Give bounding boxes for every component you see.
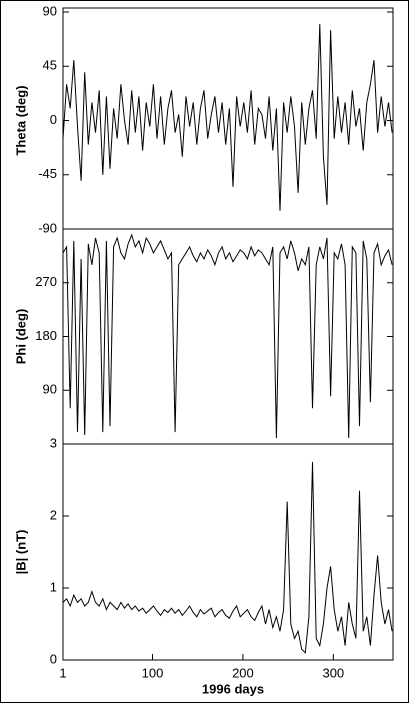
- y-axis-label: |B| (nT): [13, 530, 28, 575]
- data-line: [62, 461, 393, 654]
- y-axis-label: Theta (deg): [13, 85, 28, 155]
- y-tick-label: 90: [43, 382, 57, 397]
- x-tick-label: 1: [59, 665, 66, 680]
- data-line: [62, 24, 393, 211]
- x-tick-label: 200: [232, 665, 254, 680]
- y-tick-label: 3: [50, 435, 57, 450]
- y-tick-label: 2: [50, 507, 57, 522]
- y-tick-label: 90: [43, 3, 57, 18]
- x-tick-label: 100: [142, 665, 164, 680]
- y-tick-label: 0: [50, 112, 57, 127]
- y-tick-label: 45: [43, 58, 57, 73]
- y-tick-label: -45: [38, 166, 57, 181]
- y-axis-label: Phi (deg): [13, 309, 28, 365]
- y-tick-label: 180: [35, 328, 57, 343]
- x-axis-label: 1996 days: [202, 681, 264, 696]
- y-tick-label: 1: [50, 579, 57, 594]
- y-tick-label: 270: [35, 274, 57, 289]
- data-line: [62, 233, 393, 439]
- panel-box: [62, 443, 394, 661]
- x-tick-label: 300: [322, 665, 344, 680]
- y-tick-label: -90: [38, 220, 57, 235]
- y-tick-label: 0: [50, 651, 57, 666]
